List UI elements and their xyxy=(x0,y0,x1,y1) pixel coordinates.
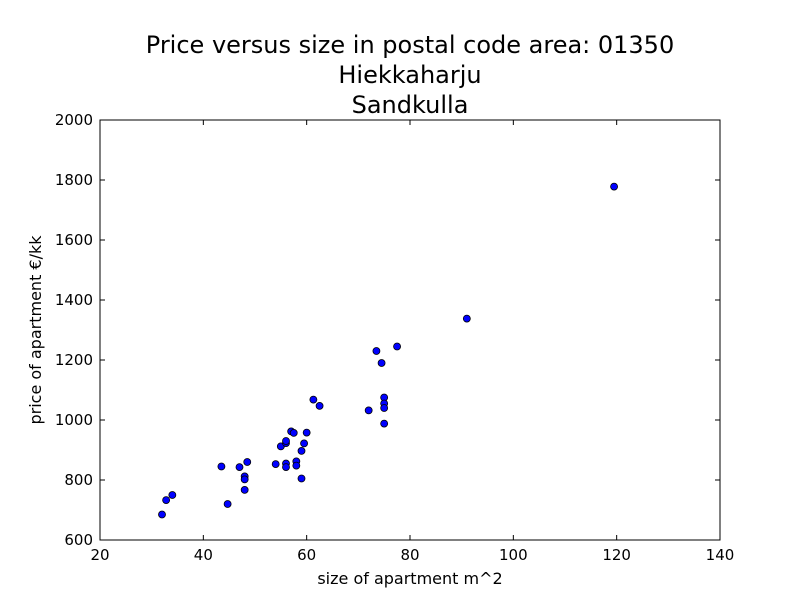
data-point xyxy=(380,404,389,412)
data-point xyxy=(158,510,166,519)
data-point xyxy=(217,462,226,471)
y-axis-ticks: 600 800 1000 1200 1400 1600 1800 2000 xyxy=(55,111,720,549)
x-tick-label: 20 xyxy=(90,546,109,564)
data-point xyxy=(309,395,318,404)
x-tick-label: 40 xyxy=(194,546,213,564)
y-tick-label: 1000 xyxy=(55,411,93,429)
data-point xyxy=(393,342,401,351)
data-point xyxy=(292,461,301,470)
chart-title-line-1: Price versus size in postal code area: 0… xyxy=(146,31,674,59)
data-point xyxy=(377,359,386,367)
data-point xyxy=(297,446,306,455)
y-tick-label: 1600 xyxy=(55,231,93,249)
data-point xyxy=(223,500,232,508)
data-point xyxy=(289,428,298,437)
data-point xyxy=(240,485,249,494)
x-tick-label: 120 xyxy=(602,546,631,564)
data-points xyxy=(158,182,618,519)
x-tick-label: 100 xyxy=(499,546,528,564)
chart-title-line-3: Sandkulla xyxy=(352,91,469,119)
chart-title: Price versus size in postal code area: 0… xyxy=(146,31,674,119)
data-point xyxy=(282,463,290,472)
data-point xyxy=(282,437,290,445)
data-point xyxy=(380,419,389,428)
data-point xyxy=(302,428,311,437)
y-tick-label: 2000 xyxy=(55,111,93,129)
plot-area xyxy=(99,119,721,541)
x-tick-label: 80 xyxy=(400,546,419,564)
data-point xyxy=(300,439,308,448)
data-point xyxy=(235,463,244,472)
data-point xyxy=(462,314,471,323)
data-point xyxy=(271,460,280,469)
y-tick-label: 600 xyxy=(64,531,93,549)
y-tick-label: 1400 xyxy=(55,291,93,309)
x-tick-label: 60 xyxy=(297,546,316,564)
y-tick-label: 1200 xyxy=(55,351,93,369)
data-point xyxy=(372,347,381,355)
y-axis-label: price of apartment €/kk xyxy=(26,235,45,425)
chart-title-line-2: Hiekkaharju xyxy=(338,61,481,89)
data-point xyxy=(610,182,618,191)
data-point xyxy=(162,496,171,505)
y-tick-label: 1800 xyxy=(55,171,93,189)
x-axis-ticks: 20 40 60 80 100 120 140 xyxy=(90,120,734,564)
data-point xyxy=(364,406,373,415)
data-point xyxy=(297,474,306,483)
data-point xyxy=(168,491,177,499)
x-axis-label: size of apartment m^2 xyxy=(317,569,502,588)
data-point xyxy=(243,458,252,466)
y-tick-label: 800 xyxy=(64,471,93,489)
data-point xyxy=(315,401,324,410)
data-point xyxy=(240,475,249,484)
x-tick-label: 140 xyxy=(706,546,735,564)
